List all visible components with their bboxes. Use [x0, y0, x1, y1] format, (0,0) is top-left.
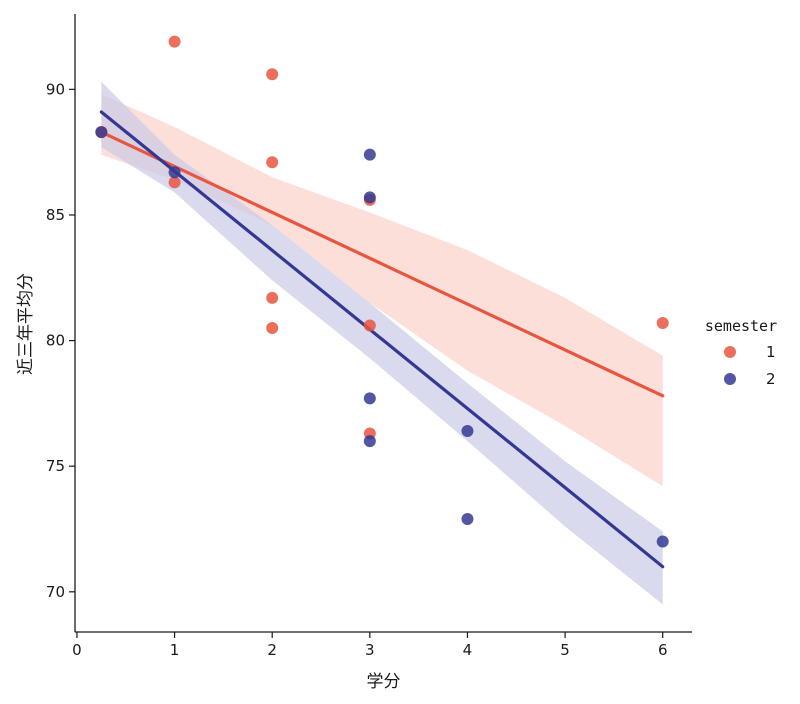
- point-semester-1: [266, 68, 279, 81]
- legend-marker-semester-2: [724, 373, 736, 385]
- point-semester-1: [266, 156, 279, 169]
- confidence-bands: [101, 81, 663, 605]
- point-semester-1: [168, 35, 181, 48]
- point-semester-2: [363, 191, 376, 204]
- y-axis-ticks: 70 75 80 85 90: [46, 80, 75, 601]
- y-axis-label: 近三年平均分: [16, 273, 36, 375]
- point-semester-2: [461, 512, 474, 525]
- axes: 0 1 2 3 4 5 6 70 75 80 85 90: [46, 14, 692, 659]
- x-axis-ticks: 0 1 2 3 4 5 6: [72, 632, 667, 659]
- point-semester-2: [363, 435, 376, 448]
- point-semester-2: [656, 535, 669, 548]
- point-semester-1: [363, 319, 376, 332]
- x-tick-label: 5: [560, 641, 570, 659]
- legend-label-semester-1: 1: [766, 343, 776, 361]
- y-tick-label: 85: [46, 206, 65, 224]
- y-tick-label: 90: [46, 80, 65, 98]
- point-semester-1: [266, 322, 279, 335]
- x-tick-label: 3: [365, 641, 375, 659]
- point-semester-2: [168, 166, 181, 179]
- scatter-points: [95, 35, 669, 548]
- ci-band-semester-1: [101, 94, 663, 487]
- regression-lines: [99, 110, 665, 569]
- fit-line-semester-1: [99, 130, 665, 398]
- legend-label-semester-2: 2: [766, 370, 776, 388]
- point-semester-2: [363, 148, 376, 161]
- legend-title: semester: [705, 317, 777, 335]
- y-tick-label: 80: [46, 332, 65, 350]
- point-semester-2: [363, 392, 376, 405]
- point-semester-1: [168, 176, 181, 189]
- fit-line-semester-2: [99, 110, 665, 569]
- point-semester-2: [461, 425, 474, 438]
- legend: semester 12: [705, 317, 777, 388]
- x-tick-label: 0: [72, 641, 82, 659]
- ci-band-semester-2: [101, 81, 663, 605]
- x-axis-label: 学分: [367, 672, 401, 692]
- x-tick-label: 6: [658, 641, 668, 659]
- point-semester-1: [266, 291, 279, 304]
- legend-items: 12: [724, 343, 776, 388]
- x-tick-label: 2: [267, 641, 277, 659]
- x-tick-label: 4: [463, 641, 473, 659]
- x-tick-label: 1: [170, 641, 180, 659]
- legend-marker-semester-1: [724, 346, 736, 358]
- y-tick-label: 70: [46, 583, 65, 601]
- point-semester-2: [95, 126, 108, 139]
- point-semester-1: [656, 317, 669, 329]
- y-tick-label: 75: [46, 457, 65, 475]
